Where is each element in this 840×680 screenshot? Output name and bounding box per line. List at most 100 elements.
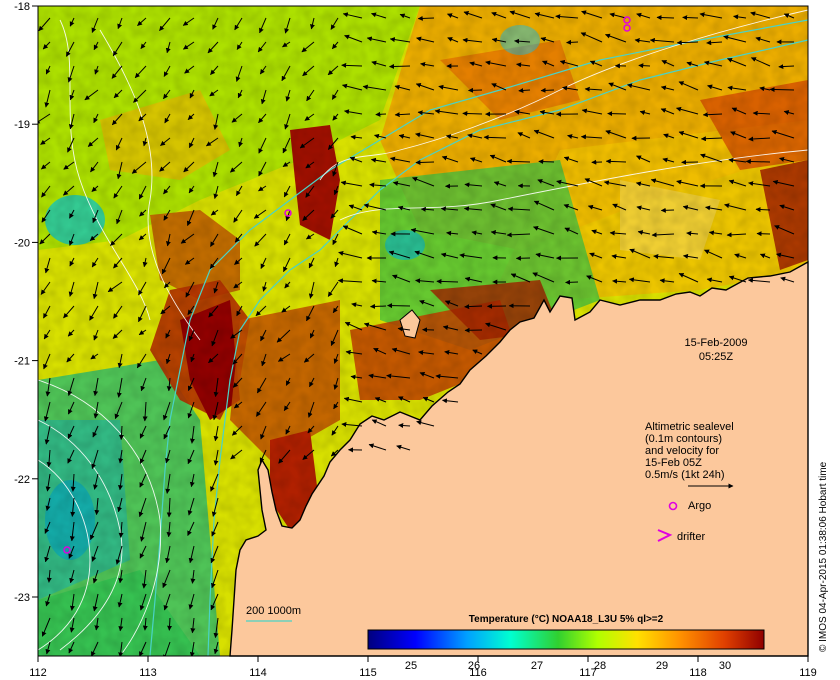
velocity-arrow	[506, 158, 531, 164]
velocity-arrow	[117, 497, 123, 513]
velocity-arrow	[438, 84, 459, 91]
velocity-arrow	[532, 272, 555, 283]
velocity-arrow	[282, 41, 291, 48]
velocity-arrow	[752, 110, 771, 116]
velocity-arrow	[370, 157, 387, 163]
velocity-arrow	[45, 641, 51, 655]
velocity-arrow	[107, 281, 123, 293]
velocity-arrow	[444, 300, 459, 307]
velocity-arrow	[38, 17, 51, 32]
velocity-arrow	[139, 473, 147, 488]
velocity-arrow	[308, 281, 315, 299]
velocity-arrow	[580, 32, 603, 43]
velocity-arrow	[678, 130, 699, 139]
velocity-arrow	[260, 425, 267, 440]
velocity-arrow	[93, 329, 99, 341]
velocity-arrow	[415, 132, 435, 139]
velocity-arrow	[542, 60, 555, 67]
velocity-arrow	[309, 329, 315, 339]
velocity-arrow	[90, 161, 99, 173]
velocity-arrow	[676, 179, 699, 187]
velocity-arrow	[45, 473, 51, 492]
velocity-arrow	[165, 545, 171, 564]
argo-float-marker	[623, 16, 631, 24]
velocity-arrow	[113, 185, 123, 199]
velocity-arrow	[210, 473, 219, 492]
velocity-arrow	[509, 10, 531, 19]
velocity-arrow	[330, 17, 339, 30]
velocity-arrow	[210, 593, 219, 611]
velocity-arrow	[584, 178, 603, 187]
velocity-arrow	[389, 63, 411, 69]
velocity-arrow	[209, 257, 219, 270]
velocity-arrow	[166, 497, 172, 518]
velocity-arrow	[118, 425, 124, 440]
velocity-arrow	[69, 17, 75, 27]
argo-float-marker	[623, 24, 631, 32]
velocity-arrow	[139, 521, 147, 542]
velocity-arrow	[394, 112, 411, 118]
argo-legend-label: Argo	[688, 500, 711, 512]
velocity-arrow	[771, 129, 795, 139]
velocity-arrow	[138, 233, 147, 241]
velocity-arrow	[442, 325, 459, 331]
velocity-arrow	[42, 41, 51, 50]
velocity-arrow	[727, 85, 747, 91]
velocity-arrow	[463, 11, 483, 19]
velocity-arrow	[189, 425, 195, 444]
velocity-arrow	[348, 204, 363, 211]
velocity-arrow	[189, 89, 195, 99]
velocity-arrow	[371, 12, 387, 19]
velocity-arrow	[559, 59, 579, 67]
velocity-arrow	[184, 65, 195, 74]
velocity-arrow	[783, 110, 795, 115]
velocity-arrow	[333, 377, 339, 390]
velocity-arrow	[118, 473, 123, 491]
velocity-arrow	[211, 521, 219, 537]
velocity-arrow	[330, 449, 339, 457]
velocity-arrow	[686, 61, 699, 67]
legend-line-4: 15-Feb 05Z	[645, 457, 702, 469]
velocity-arrow	[93, 41, 99, 51]
velocity-arrow	[699, 12, 723, 19]
velocity-arrow	[253, 209, 267, 219]
velocity-arrow	[491, 11, 507, 19]
velocity-arrow	[387, 303, 411, 309]
velocity-arrow	[281, 65, 291, 82]
velocity-arrow	[209, 89, 219, 97]
velocity-arrow	[261, 353, 267, 367]
velocity-arrow	[237, 89, 243, 99]
velocity-arrow	[420, 61, 435, 67]
velocity-arrow	[398, 423, 411, 429]
velocity-arrow	[388, 250, 411, 259]
velocity-arrow	[485, 322, 507, 331]
velocity-arrow	[92, 425, 99, 438]
velocity-arrow	[310, 17, 315, 30]
velocity-arrow	[704, 60, 723, 67]
velocity-arrow	[231, 425, 243, 436]
velocity-arrow	[485, 60, 507, 67]
velocity-arrow	[44, 89, 51, 108]
velocity-arrow	[375, 111, 387, 117]
velocity-arrow	[533, 129, 555, 139]
velocity-arrow	[349, 156, 363, 163]
velocity-arrow	[43, 401, 51, 422]
velocity-arrow	[284, 113, 291, 130]
velocity-arrow	[462, 111, 483, 117]
velocity-arrow	[160, 305, 171, 315]
velocity-arrow	[772, 179, 795, 187]
isobaths	[149, 19, 809, 657]
x-tick-label: 119	[799, 667, 817, 679]
velocity-arrow	[41, 161, 51, 170]
velocity-arrow	[258, 185, 267, 192]
y-tick-label: -19	[14, 119, 30, 131]
velocity-arrow	[257, 41, 267, 53]
velocity-arrow	[208, 305, 219, 318]
x-axis: 112 113 114 115 116 117 118 119	[29, 656, 817, 679]
velocity-arrow	[446, 230, 459, 236]
velocity-arrow	[779, 204, 795, 211]
velocity-arrow	[138, 185, 147, 200]
velocity-arrow	[232, 377, 243, 388]
legend-line-2: (0.1m contours)	[645, 433, 722, 445]
velocity-arrow	[728, 275, 747, 283]
